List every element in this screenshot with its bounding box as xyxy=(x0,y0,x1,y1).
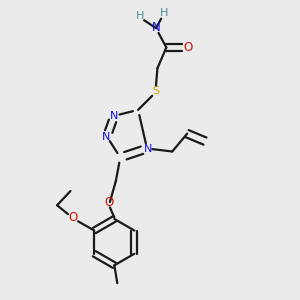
Text: N: N xyxy=(110,111,118,121)
Text: N: N xyxy=(102,132,110,142)
Text: H: H xyxy=(160,8,169,18)
Text: H: H xyxy=(135,11,144,21)
Text: N: N xyxy=(144,143,152,154)
Text: N: N xyxy=(152,21,161,34)
Text: O: O xyxy=(68,211,77,224)
Text: O: O xyxy=(183,41,192,54)
Text: O: O xyxy=(105,196,114,209)
Text: S: S xyxy=(152,86,160,96)
